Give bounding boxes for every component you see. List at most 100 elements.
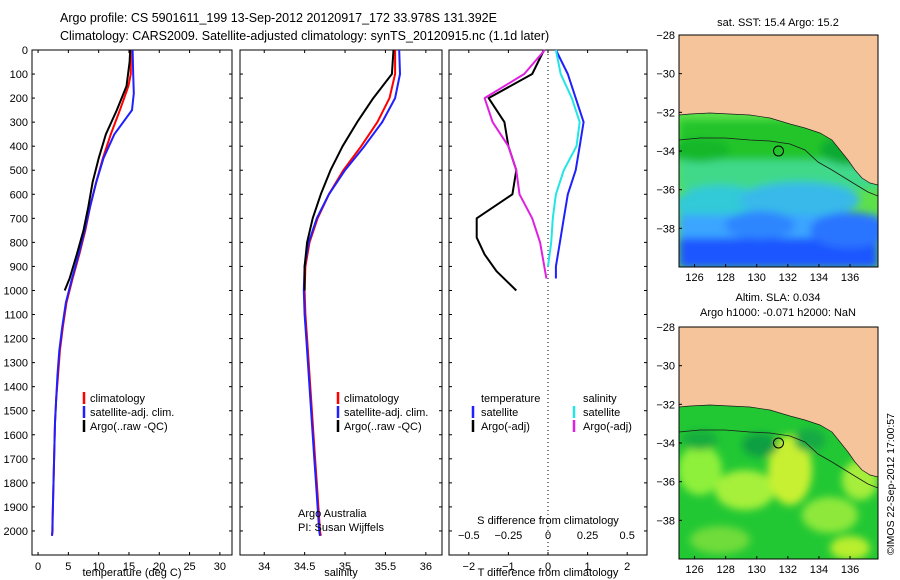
sst-map-axes: 126 128 130 132 134 136 −28 −30 −32 −34 −36 −38 — [656, 30, 859, 284]
s-difference-tick-label: −0.25 — [494, 530, 522, 542]
depth-tick-label: 600 — [10, 189, 28, 201]
s-difference-tick-label: 0.25 — [577, 530, 598, 542]
temperature-profile-argo-raw-qc--line — [63, 49, 132, 291]
legend-label-argo: Argo(..raw -QC) — [90, 421, 168, 433]
map-lat-tick-label: −36 — [656, 185, 675, 197]
t-difference-tick-label: 0 — [545, 561, 551, 573]
profile-series — [51, 49, 585, 536]
map-lon-tick-label: 130 — [748, 272, 766, 284]
map-lat-tick-label: −30 — [656, 361, 675, 373]
legend-label-argo: Argo(..raw -QC) — [344, 421, 422, 433]
map-lat-tick-label: −28 — [656, 30, 675, 42]
t-difference-tick-label: 1 — [585, 561, 591, 573]
sst-shelf-contour — [679, 137, 878, 197]
map-lon-tick-label: 134 — [810, 272, 828, 284]
sst-map-title: sat. SST: 15.4 Argo: 15.2 — [717, 17, 839, 29]
depth-tick-label: 500 — [10, 165, 28, 177]
map-lon-tick-label: 136 — [841, 272, 859, 284]
sla-map-axes: 126 128 130 132 134 136 −28 −30 −32 −34 −36 −38 — [656, 322, 859, 576]
s-difference-tick-label: −0.5 — [458, 530, 480, 542]
depth-tick-label: 1500 — [4, 406, 28, 418]
temperature-tick-label: 0 — [35, 561, 41, 573]
temperature-profile-satellite-adj-clim--line — [51, 49, 135, 536]
sla-map: Altim. SLA: 0.034 Argo h1000: -0.071 h20… — [656, 292, 879, 576]
sst-land — [679, 35, 878, 185]
sla-profile-location-marker — [773, 437, 784, 449]
salinity-axis: 34 34.5 35 35.5 36 — [258, 50, 432, 573]
pi-institution: Argo Australia — [298, 508, 367, 520]
pi-name: PI: Susan Wijffels — [298, 522, 384, 534]
sst-profile-location-marker — [773, 145, 784, 157]
t-difference-axis-label: T difference from climatology — [478, 567, 619, 579]
map-lat-tick-label: −34 — [656, 438, 675, 450]
temperature-tick-label: 25 — [183, 561, 195, 573]
depth-tick-label: 2000 — [4, 526, 28, 538]
salinity-tick-label: 36 — [420, 561, 432, 573]
temperature-tick-label: 10 — [93, 561, 105, 573]
legend-title-salinity: salinity — [583, 393, 617, 405]
temperature-tick-label: 30 — [214, 561, 226, 573]
legend-label-satellite: satellite-adj. clim. — [344, 407, 428, 419]
salinity-panel-frame — [239, 49, 443, 556]
depth-tick-label: 1800 — [4, 478, 28, 490]
salinity-tick-label: 34 — [258, 561, 270, 573]
t-difference-tick-label: −2 — [463, 561, 476, 573]
depth-tick-label: 300 — [10, 117, 28, 129]
legend-title-temperature: temperature — [481, 393, 540, 405]
difference-legend: temperature salinity satellite Argo(-adj… — [471, 393, 632, 433]
temperature-legend: climatology satellite-adj. clim. Argo(..… — [82, 392, 174, 433]
map-lat-tick-label: −38 — [656, 515, 675, 527]
legend-label-temp-argo: Argo(-adj) — [481, 421, 530, 433]
imos-timestamp: ©IMOS 22-Sep-2012 17:00:57 — [885, 413, 897, 555]
depth-tick-label: 1000 — [4, 285, 28, 297]
difference-axis: −2 −1 0 1 2 −0.5 −0.25 0 0.25 0.5 — [458, 50, 635, 573]
sst-coastline — [679, 112, 878, 186]
sla-coastline — [679, 404, 878, 478]
difference-profile-temperature-satellite-line — [554, 49, 585, 279]
sla-map-title-line1: Altim. SLA: 0.034 — [736, 292, 821, 304]
s-difference-tick-label: 0 — [545, 530, 551, 542]
legend-label-sal-argo: Argo(-adj) — [583, 421, 632, 433]
map-lon-tick-label: 134 — [810, 564, 828, 576]
s-difference-axis-label: S difference from climatology — [477, 515, 619, 527]
figure-title-line1: Argo profile: CS 5901611_199 13-Sep-2012… — [60, 11, 497, 25]
depth-tick-label: 0 — [22, 45, 28, 57]
salinity-profile-satellite-adj-clim--line — [302, 49, 401, 536]
sla-shelf-contour — [679, 429, 878, 489]
map-lon-tick-label: 128 — [716, 272, 734, 284]
salinity-tick-label: 34.5 — [294, 561, 315, 573]
map-lat-tick-label: −28 — [656, 322, 675, 334]
depth-tick-label: 1400 — [4, 382, 28, 394]
map-lat-tick-label: −30 — [656, 69, 675, 81]
sst-field — [679, 120, 878, 267]
legend-label-satellite: satellite-adj. clim. — [90, 407, 174, 419]
temperature-axis: 0 5 10 15 20 25 30 — [35, 50, 226, 573]
depth-tick-label: 800 — [10, 237, 28, 249]
depth-tick-label: 1600 — [4, 430, 28, 442]
difference-profile-salinity-argo-adj--line — [483, 49, 548, 279]
depth-tick-label: 1700 — [4, 454, 28, 466]
depth-tick-label: 100 — [10, 69, 28, 81]
salinity-profile-argo-raw-qc--line — [303, 49, 395, 291]
depth-tick-label: 900 — [10, 261, 28, 273]
s-difference-tick-label: 0.5 — [620, 530, 635, 542]
map-lat-tick-label: −32 — [656, 399, 675, 411]
t-difference-tick-label: 2 — [624, 561, 630, 573]
depth-tick-label: 1200 — [4, 334, 28, 346]
depth-tick-label: 1900 — [4, 502, 28, 514]
sla-map-title-line2: Argo h1000: -0.071 h2000: NaN — [700, 307, 856, 319]
legend-label-temp-satellite: satellite — [481, 407, 518, 419]
t-difference-tick-label: −1 — [502, 561, 515, 573]
depth-tick-label: 400 — [10, 141, 28, 153]
depth-tick-label: 200 — [10, 93, 28, 105]
sst-map: sat. SST: 15.4 Argo: 15.2 126 128 130 132 13… — [656, 17, 879, 284]
map-lat-tick-label: −38 — [656, 223, 675, 235]
legend-label-climatology: climatology — [344, 393, 400, 405]
map-lat-tick-label: −34 — [656, 146, 675, 158]
map-lon-tick-label: 128 — [716, 564, 734, 576]
temperature-axis-label: temperature (deg C) — [82, 567, 181, 579]
sla-land — [679, 327, 878, 477]
difference-profile-salinity-satellite-line — [547, 49, 581, 267]
salinity-tick-label: 35.5 — [375, 561, 396, 573]
